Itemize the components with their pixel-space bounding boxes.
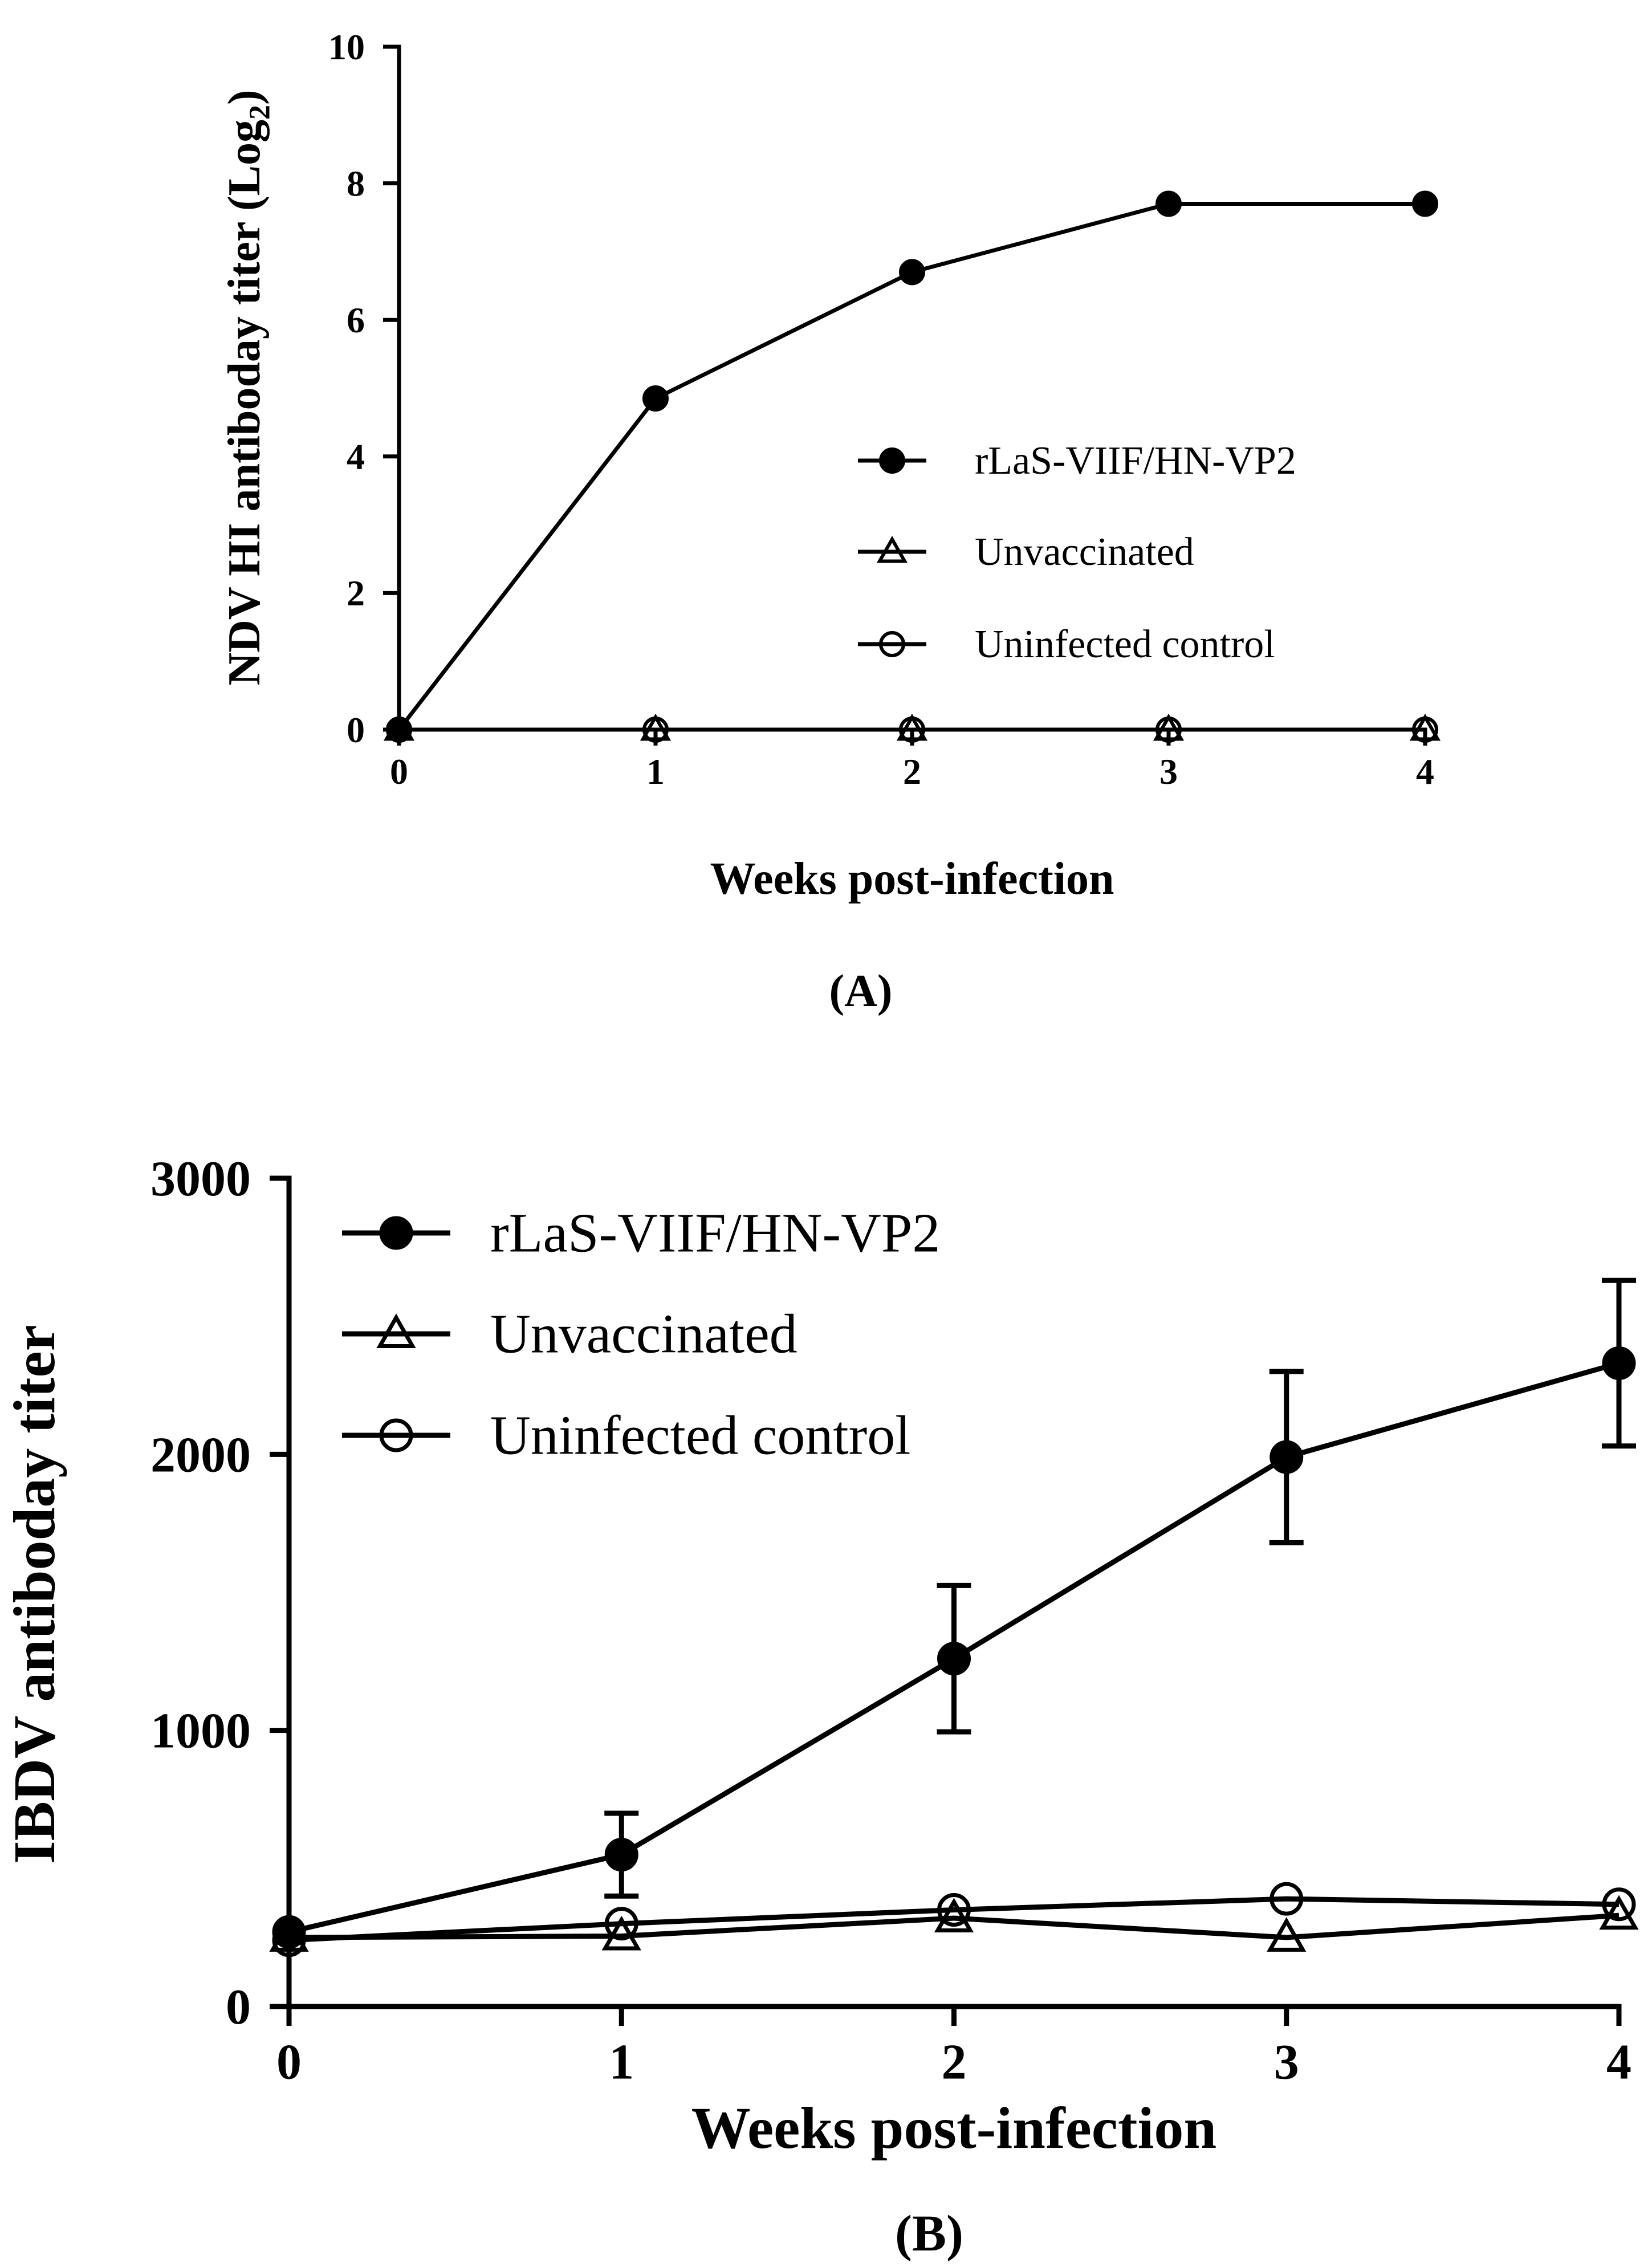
y-axis-title: NDV HI antiboday titer (Log2) <box>219 89 276 685</box>
legend-item-uninfected-control: Uninfected control <box>858 622 1275 666</box>
axes: 0 1000 2000 3000 0 1 2 3 4 Weeks post-infection IB… <box>2 1151 1631 2161</box>
legend-label: Uninfected control <box>490 1405 910 1466</box>
data-point-uninfected-control <box>642 717 669 743</box>
legend-label: rLaS-VIIF/HN-VP2 <box>975 439 1296 483</box>
legend-label: Unvaccinated <box>490 1303 797 1365</box>
x-tick-label: 2 <box>903 751 921 792</box>
data-point-rlas-viif-hn-vp2 <box>1269 1440 1304 1474</box>
x-tick-label: 4 <box>1416 751 1434 792</box>
y-axis-title-main: NDV HI antiboday titer (Log <box>219 120 270 686</box>
data-point-unvaccinated <box>1267 1917 1307 1952</box>
data-point-rlas-viif-hn-vp2 <box>1602 1346 1636 1381</box>
data-point-rlas-viif-hn-vp2 <box>386 717 412 743</box>
data-point-rlas-viif-hn-vp2 <box>1412 190 1438 217</box>
data-point-uninfected-control <box>1602 1887 1636 1922</box>
legend-marker-rlas-viif-hn-vp2 <box>379 1216 413 1250</box>
x-tick-label: 2 <box>942 2034 967 2090</box>
data-point-uninfected-control <box>1412 717 1438 743</box>
x-tick-label: 4 <box>1606 2034 1631 2090</box>
series-group <box>269 1277 1639 1957</box>
legend-item-uninfected-control: Uninfected control <box>342 1405 910 1466</box>
x-tick-label: 0 <box>390 751 408 792</box>
data-point-unvaccinated <box>934 1898 974 1932</box>
legend-marker-unvaccinated <box>376 1313 416 1348</box>
x-tick-label: 1 <box>646 751 665 792</box>
y-axis-title-main: IBDV antiboday titer <box>2 1325 67 1864</box>
y-tick-label: 8 <box>347 163 365 203</box>
legend-label: Uninfected control <box>975 622 1275 666</box>
data-point-rlas-viif-hn-vp2 <box>604 1838 638 1872</box>
data-point-uninfected-control <box>937 1892 971 1927</box>
legend: rLaS-VIIF/HN-VP2 Unvaccinated Uninfected c… <box>342 1202 940 1466</box>
data-point-rlas-viif-hn-vp2 <box>899 259 925 286</box>
y-tick-label: 2 <box>347 573 365 613</box>
data-point-rlas-viif-hn-vp2 <box>1155 190 1182 217</box>
legend-item-unvaccinated: Unvaccinated <box>858 530 1194 574</box>
x-tick-label: 3 <box>1274 2034 1299 2090</box>
x-axis-title: Weeks post-infection <box>710 854 1114 904</box>
legend-label: Unvaccinated <box>975 530 1194 574</box>
data-point-uninfected-control <box>1269 1882 1304 1916</box>
panel-label: (A) <box>829 966 892 1016</box>
y-tick-label: 10 <box>328 27 365 67</box>
y-tick-label: 3000 <box>150 1151 251 1207</box>
legend-marker-rlas-viif-hn-vp2 <box>879 447 905 474</box>
legend: rLaS-VIIF/HN-VP2 Unvaccinated Uninfected c… <box>858 439 1296 666</box>
data-point-rlas-viif-hn-vp2 <box>642 385 669 412</box>
series-rlas-viif-hn-vp2 <box>386 190 1438 743</box>
legend-marker-unvaccinated <box>876 535 908 563</box>
series-rlas-viif-hn-vp2 <box>272 1277 1636 1949</box>
x-tick-label: 0 <box>276 2034 302 2090</box>
data-point-rlas-viif-hn-vp2 <box>937 1642 971 1676</box>
panel-label: (B) <box>895 2205 963 2262</box>
series-line <box>288 1896 1620 1943</box>
y-tick-label: 0 <box>347 710 365 750</box>
data-point-uninfected-control <box>604 1907 638 1941</box>
legend-marker-uninfected-control <box>879 631 905 657</box>
y-tick-label: 1000 <box>150 1704 251 1759</box>
y-axis-title-close: ) <box>219 89 270 105</box>
series-line <box>288 1912 1620 1940</box>
y-tick-label: 2000 <box>150 1427 251 1483</box>
legend-item-unvaccinated: Unvaccinated <box>342 1303 797 1365</box>
y-axis-title-subscript: 2 <box>244 105 276 120</box>
x-tick-label: 3 <box>1159 751 1178 792</box>
x-axis-title: Weeks post-infection <box>691 2095 1217 2161</box>
panel-b-chart: 0 1000 2000 3000 0 1 2 3 4 Weeks post-infection IB… <box>2 1151 1639 2262</box>
y-tick-label: 6 <box>347 300 365 340</box>
data-point-unvaccinated <box>1599 1895 1639 1930</box>
panel-a-chart: 0 2 4 6 8 10 0 1 2 3 4 Weeks post-infection NDV HI a… <box>219 27 1441 1016</box>
x-tick-label: 1 <box>609 2034 634 2090</box>
series-group <box>383 190 1441 743</box>
data-point-uninfected-control <box>899 717 925 743</box>
y-axis-title: IBDV antiboday titer <box>2 1325 67 1864</box>
axes: 0 2 4 6 8 10 0 1 2 3 4 Weeks post-infection NDV HI a… <box>219 27 1434 904</box>
data-point-uninfected-control <box>1155 717 1182 743</box>
y-tick-label: 0 <box>226 1980 251 2035</box>
legend-item-rlas-viif-hn-vp2: rLaS-VIIF/HN-VP2 <box>342 1202 940 1264</box>
legend-label: rLaS-VIIF/HN-VP2 <box>490 1202 940 1264</box>
legend-item-rlas-viif-hn-vp2: rLaS-VIIF/HN-VP2 <box>858 439 1296 483</box>
data-point-rlas-viif-hn-vp2 <box>272 1915 306 1949</box>
legend-marker-uninfected-control <box>379 1418 413 1452</box>
y-tick-label: 4 <box>347 437 365 477</box>
